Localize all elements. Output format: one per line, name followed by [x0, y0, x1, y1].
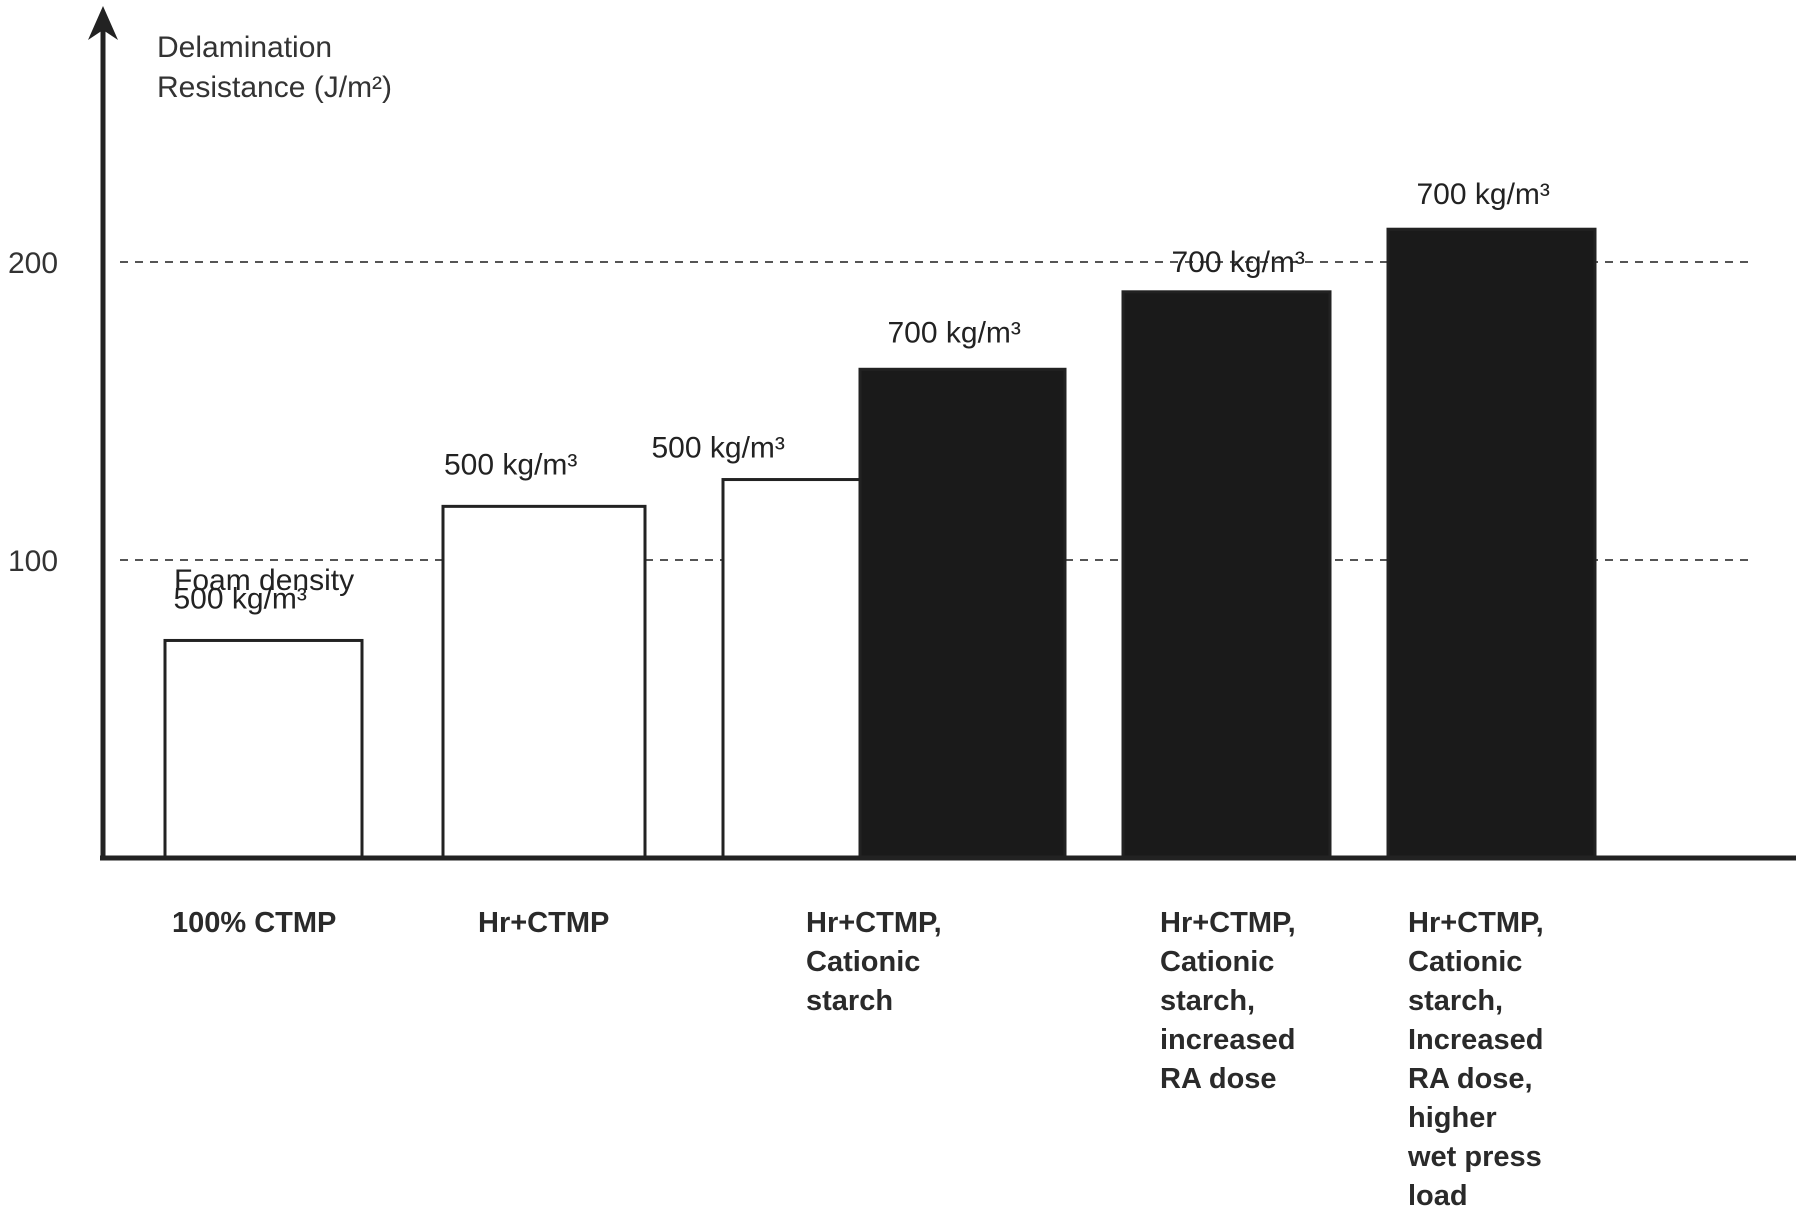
- category-label: Hr+CTMP, Cationic starch, increased RA dose: [1160, 907, 1296, 1095]
- category-label-line: Hr+CTMP,: [806, 907, 942, 939]
- y-tick-label: 200: [8, 247, 58, 280]
- bar-value-label: 700 kg/m³: [1172, 246, 1305, 279]
- category-label: 100% CTMP: [172, 907, 336, 939]
- category-label-line: Hr+CTMP: [478, 907, 609, 939]
- y-tick-labels: 100 200: [8, 247, 58, 578]
- foam-density-note: Foam density: [174, 564, 354, 597]
- y-axis-label: Delamination Resistance (J/m²): [157, 31, 392, 104]
- bar-dark: [1123, 292, 1330, 858]
- category-label: Hr+CTMP, Cationic starch, Increased RA dose,…: [1407, 907, 1544, 1212]
- y-axis-label-line-1: Delamination: [157, 31, 332, 64]
- category-label-line: starch: [806, 985, 893, 1017]
- category-label-line: increased: [1160, 1024, 1295, 1056]
- category-label-line: wet press: [1407, 1141, 1542, 1173]
- bar-dark: [1388, 229, 1595, 858]
- category-label-line: RA dose,: [1408, 1063, 1533, 1095]
- category-label-line: 100% CTMP: [172, 907, 336, 939]
- bar-value-label: 500 kg/m³: [652, 432, 785, 465]
- bar-value-label: 700 kg/m³: [888, 316, 1021, 349]
- y-axis-label-line-2: Resistance (J/m²): [157, 71, 392, 104]
- category-label-line: RA dose: [1160, 1063, 1277, 1095]
- category-label-line: Hr+CTMP,: [1160, 907, 1296, 939]
- bar-white: [443, 506, 645, 858]
- bar-value-label: 700 kg/m³: [1417, 178, 1550, 211]
- bars: [165, 229, 1595, 858]
- category-label-line: Hr+CTMP,: [1408, 907, 1544, 939]
- category-label-line: Cationic: [1160, 946, 1274, 978]
- bar-white: [165, 640, 362, 858]
- bar-dark: [860, 369, 1065, 858]
- category-label-line: starch,: [1160, 985, 1255, 1017]
- category-label-line: Cationic: [1408, 946, 1522, 978]
- category-label: Hr+CTMP, Cationic starch: [806, 907, 942, 1017]
- category-label-line: higher: [1408, 1102, 1497, 1134]
- category-label-line: load: [1408, 1180, 1468, 1212]
- category-label-line: Cationic: [806, 946, 920, 978]
- category-label-line: starch,: [1408, 985, 1503, 1017]
- bar-white: [723, 480, 860, 858]
- category-label-line: Increased: [1408, 1024, 1543, 1056]
- y-tick-label: 100: [8, 545, 58, 578]
- category-label: Hr+CTMP: [478, 907, 609, 939]
- bar-value-label: 500 kg/m³: [444, 448, 577, 481]
- category-labels: 100% CTMPHr+CTMPHr+CTMP,CationicstarchHr…: [172, 907, 1544, 1212]
